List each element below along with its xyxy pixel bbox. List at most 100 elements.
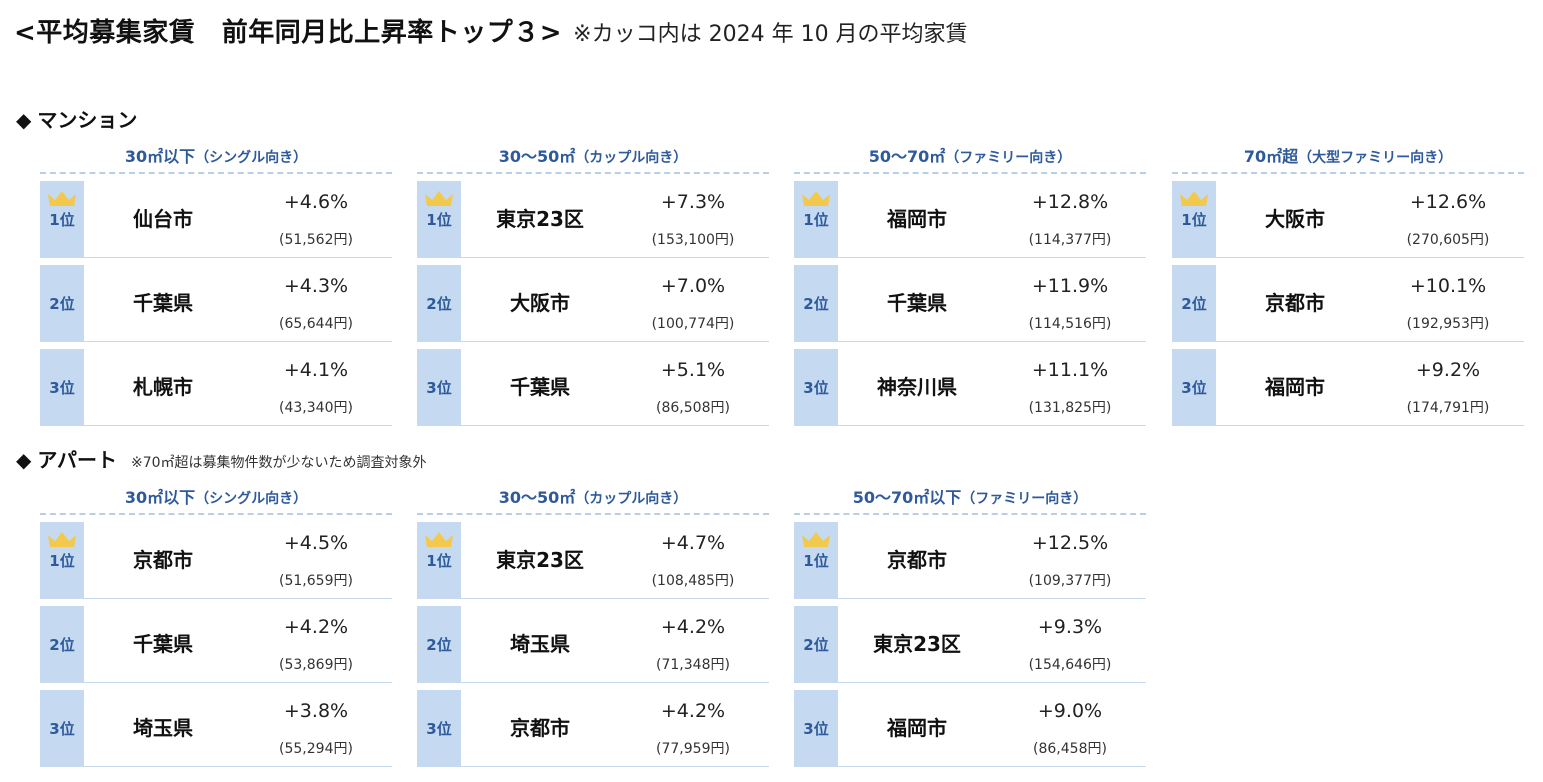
rank-row: 1位 福岡市 +12.8% (114,377円) (794, 181, 1146, 258)
city-name: 京都市 (133, 548, 193, 572)
rank-row: 3位 福岡市 +9.0% (86,458円) (794, 690, 1146, 767)
increase-rate: +4.2% (660, 616, 726, 638)
category-name: 30～50㎡ (498, 147, 576, 166)
average-rent: (55,294円) (279, 741, 353, 757)
rank-label: 1位 (426, 552, 452, 570)
average-rent: (51,562円) (279, 232, 353, 248)
page-title: <平均募集家賃 前年同月比上昇率トップ３> ※カッコ内は 2024 年 10 月… (14, 12, 968, 49)
rank-label: 3位 (803, 379, 829, 397)
increase-rate: +10.1% (1409, 275, 1487, 297)
rank-row: 2位 大阪市 +7.0% (100,774円) (417, 265, 769, 342)
apart-category-0: 30㎡以下（シングル向き） 1位 京都市 +4.5% (51,659円) 2位 … (40, 483, 392, 767)
rank-label: 1位 (1181, 211, 1207, 229)
rank-label: 3位 (49, 379, 75, 397)
increase-rate: +4.7% (660, 532, 726, 554)
rank-row: 3位 札幌市 +4.1% (43,340円) (40, 349, 392, 426)
rank-cell: 1位 (794, 181, 838, 257)
category-sub: （カップル向き） (575, 491, 688, 507)
rank-row: 2位 埼玉県 +4.2% (71,348円) (417, 606, 769, 683)
rank-cell: 1位 (794, 522, 838, 598)
rank-label: 2位 (49, 295, 75, 313)
rank-label: 3位 (49, 720, 75, 738)
increase-rate: +12.8% (1031, 191, 1109, 213)
increase-rate: +4.3% (283, 275, 349, 297)
rank-cell: 2位 (1172, 265, 1216, 341)
average-rent: (86,508円) (656, 400, 730, 416)
rank-label: 2位 (49, 636, 75, 654)
increase-rate: +5.1% (660, 359, 726, 381)
average-rent: (192,953円) (1406, 316, 1490, 332)
average-rent: (153,100円) (651, 232, 735, 248)
city-name: 京都市 (887, 548, 947, 572)
crown-icon (802, 532, 830, 547)
city-name: 埼玉県 (510, 632, 570, 656)
section-label: アパート (37, 448, 117, 472)
rank-label: 2位 (426, 636, 452, 654)
category-header: 70㎡超（大型ファミリー向き） (1172, 142, 1524, 174)
rank-label: 1位 (49, 552, 75, 570)
increase-rate: +4.5% (283, 532, 349, 554)
section-note: ※70㎡超は募集物件数が少ないため調査対象外 (131, 455, 427, 471)
category-sub: （シングル向き） (195, 150, 308, 166)
crown-icon (802, 191, 830, 206)
city-name: 福岡市 (887, 207, 947, 231)
city-name: 大阪市 (510, 291, 570, 315)
increase-rate: +7.3% (660, 191, 726, 213)
category-sub: （シングル向き） (195, 491, 308, 507)
rank-label: 2位 (803, 295, 829, 313)
rank-label: 2位 (803, 636, 829, 654)
category-header: 30～50㎡（カップル向き） (417, 142, 769, 174)
rank-row: 3位 福岡市 +9.2% (174,791円) (1172, 349, 1524, 426)
crown-icon (1180, 191, 1208, 206)
average-rent: (114,516円) (1028, 316, 1112, 332)
rank-row: 1位 東京23区 +4.7% (108,485円) (417, 522, 769, 599)
rank-row: 1位 大阪市 +12.6% (270,605円) (1172, 181, 1524, 258)
category-header: 30～50㎡（カップル向き） (417, 483, 769, 515)
rank-cell: 2位 (794, 606, 838, 682)
rank-cell: 3位 (40, 349, 84, 425)
rank-label: 1位 (49, 211, 75, 229)
category-sub: （ファミリー向き） (961, 491, 1088, 507)
rank-cell: 2位 (40, 606, 84, 682)
category-header: 50～70㎡（ファミリー向き） (794, 142, 1146, 174)
city-name: 札幌市 (133, 375, 193, 399)
category-header: 30㎡以下（シングル向き） (40, 483, 392, 515)
increase-rate: +9.3% (1037, 616, 1103, 638)
city-name: 仙台市 (133, 207, 193, 231)
increase-rate: +11.9% (1031, 275, 1109, 297)
city-name: 千葉県 (887, 291, 947, 315)
rank-row: 3位 神奈川県 +11.1% (131,825円) (794, 349, 1146, 426)
category-name: 70㎡超 (1243, 147, 1299, 166)
increase-rate: +9.0% (1037, 700, 1103, 722)
increase-rate: +4.1% (283, 359, 349, 381)
rank-row: 2位 千葉県 +11.9% (114,516円) (794, 265, 1146, 342)
diamond-marker: ◆ (16, 108, 32, 132)
rank-row: 2位 京都市 +10.1% (192,953円) (1172, 265, 1524, 342)
category-sub: （カップル向き） (575, 150, 688, 166)
crown-icon (425, 532, 453, 547)
category-name: 50～70㎡ (868, 147, 946, 166)
rank-cell: 2位 (794, 265, 838, 341)
section-mansion-heading: ◆ マンション (16, 104, 137, 133)
average-rent: (53,869円) (279, 657, 353, 673)
average-rent: (108,485円) (651, 573, 735, 589)
rank-label: 1位 (803, 211, 829, 229)
city-name: 東京23区 (496, 207, 584, 231)
category-name: 30㎡以下 (124, 488, 196, 507)
apart-category-2: 50～70㎡以下（ファミリー向き） 1位 京都市 +12.5% (109,377… (794, 483, 1146, 767)
average-rent: (154,646円) (1028, 657, 1112, 673)
rank-cell: 2位 (40, 265, 84, 341)
average-rent: (114,377円) (1028, 232, 1112, 248)
crown-icon (48, 532, 76, 547)
rank-cell: 2位 (417, 606, 461, 682)
rank-row: 1位 京都市 +12.5% (109,377円) (794, 522, 1146, 599)
average-rent: (174,791円) (1406, 400, 1490, 416)
increase-rate: +4.2% (283, 616, 349, 638)
average-rent: (43,340円) (279, 400, 353, 416)
average-rent: (51,659円) (279, 573, 353, 589)
increase-rate: +12.5% (1031, 532, 1109, 554)
city-name: 東京23区 (496, 548, 584, 572)
increase-rate: +12.6% (1409, 191, 1487, 213)
increase-rate: +11.1% (1031, 359, 1109, 381)
rank-row: 2位 東京23区 +9.3% (154,646円) (794, 606, 1146, 683)
